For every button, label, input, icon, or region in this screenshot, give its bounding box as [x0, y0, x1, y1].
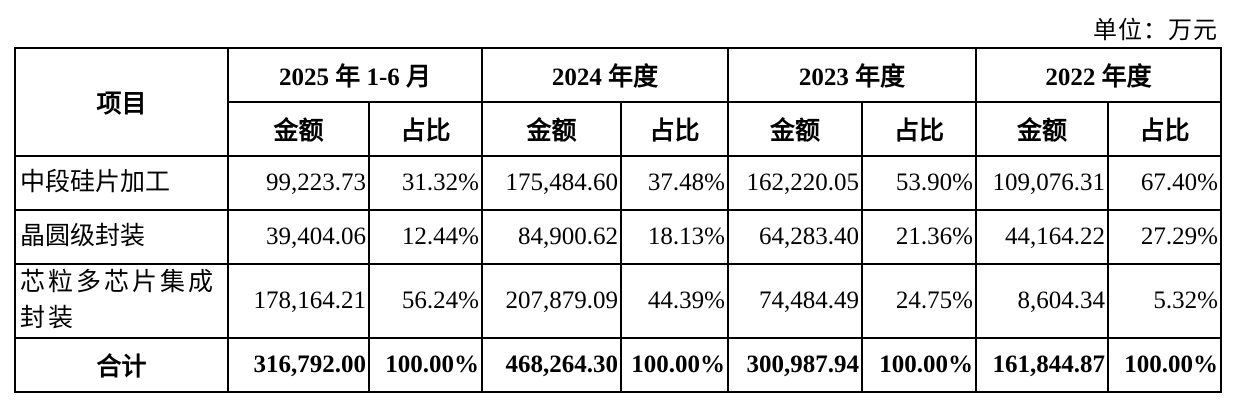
cell: 100.00%: [861, 337, 977, 393]
unit-label: 单位：万元: [1093, 18, 1218, 44]
total-row: 合计 316,792.00 100.00% 468,264.30 100.00%…: [14, 337, 1222, 393]
cell: 31.32%: [368, 155, 483, 211]
cell: 300,987.94: [727, 337, 863, 393]
cell: 84,900.62: [481, 209, 622, 265]
cell: 161,844.87: [975, 337, 1109, 393]
header-amount: 金额: [727, 101, 863, 157]
cell: 37.48%: [620, 155, 729, 211]
cell: 12.44%: [368, 209, 483, 265]
cell: 316,792.00: [227, 337, 370, 393]
header-row-sub: 金额 占比 金额 占比 金额 占比 金额 占比: [15, 101, 1222, 157]
cell: 39,404.06: [227, 209, 370, 265]
header-ratio: 占比: [861, 101, 977, 157]
cell: 178,164.21: [227, 263, 370, 339]
cell: 175,484.60: [481, 155, 622, 211]
cell: 8,604.34: [975, 263, 1109, 339]
cell: 468,264.30: [481, 337, 622, 393]
header-row-periods: 项目 2025 年 1-6 月 2024 年度 2023 年度 2022 年度: [14, 47, 1222, 157]
cell: 207,879.09: [481, 263, 622, 339]
cell: 100.00%: [368, 337, 483, 393]
cell: 24.75%: [861, 263, 977, 339]
table-row: 中段硅片加工 99,223.73 31.32% 175,484.60 37.48…: [14, 155, 1222, 211]
cell: 109,076.31: [975, 155, 1109, 211]
header-amount: 金额: [481, 101, 622, 157]
cell: 44,164.22: [975, 209, 1109, 265]
cell: 27.29%: [1107, 209, 1222, 265]
cell: 67.40%: [1107, 155, 1222, 211]
table-row: 晶圆级封装 39,404.06 12.44% 84,900.62 18.13% …: [14, 209, 1222, 265]
cell: 74,484.49: [727, 263, 863, 339]
cell: 53.90%: [861, 155, 977, 211]
row-label: 芯粒多芯片集成封装: [14, 263, 229, 339]
cell: 100.00%: [620, 337, 729, 393]
header-ratio: 占比: [620, 101, 729, 157]
cell: 44.39%: [620, 263, 729, 339]
header-period: 2023 年度: [727, 47, 977, 103]
cell: 162,220.05: [727, 155, 863, 211]
cell: 21.36%: [861, 209, 977, 265]
header-amount: 金额: [975, 101, 1109, 157]
header-period: 2025 年 1-6 月: [227, 47, 483, 103]
total-label: 合计: [14, 337, 229, 393]
cell: 99,223.73: [227, 155, 370, 211]
cell: 64,283.40: [727, 209, 863, 265]
header-ratio: 占比: [1107, 101, 1222, 157]
revenue-table: 项目 2025 年 1-6 月 2024 年度 2023 年度 2022 年度 …: [14, 47, 1222, 393]
header-ratio: 占比: [368, 101, 483, 157]
table-row: 芯粒多芯片集成封装 178,164.21 56.24% 207,879.09 4…: [14, 263, 1222, 339]
row-label: 晶圆级封装: [14, 209, 229, 265]
header-item: 项目: [14, 47, 229, 157]
header-period: 2022 年度: [975, 47, 1222, 103]
cell: 56.24%: [368, 263, 483, 339]
row-label: 中段硅片加工: [14, 155, 229, 211]
cell: 100.00%: [1107, 337, 1222, 393]
header-amount: 金额: [227, 101, 370, 157]
cell: 5.32%: [1107, 263, 1222, 339]
header-period: 2024 年度: [481, 47, 729, 103]
cell: 18.13%: [620, 209, 729, 265]
